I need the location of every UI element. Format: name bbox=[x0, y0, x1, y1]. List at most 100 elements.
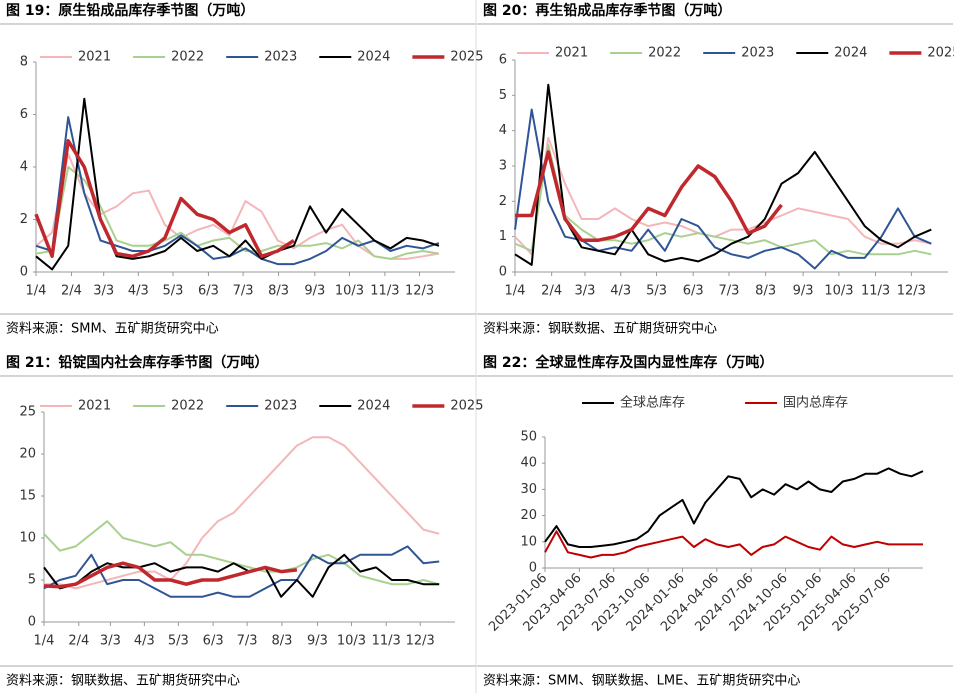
y-tick-label: 20 bbox=[520, 508, 537, 523]
y-tick-label: 2 bbox=[20, 212, 28, 227]
legend-label: 全球总库存 bbox=[620, 395, 685, 411]
x-tick-label: 1/4 bbox=[505, 284, 526, 299]
y-tick-label: 4 bbox=[499, 123, 507, 138]
series-line bbox=[514, 143, 932, 256]
legend-label: 2022 bbox=[648, 46, 681, 61]
chart-title: 图 20：再生铅成品库存季节图（万吨） bbox=[483, 2, 731, 19]
x-tick-label: 4/3 bbox=[134, 634, 155, 649]
y-tick-label: 1 bbox=[499, 229, 507, 244]
y-tick-label: 5 bbox=[28, 573, 36, 588]
x-tick-label: 9/3 bbox=[304, 284, 325, 299]
panel: 图 19：原生铅成品库存季节图（万吨） 资料来源：SMM、五矿期货研究中心 0 2 4 6… bbox=[0, 2, 483, 337]
legend-label: 2025 bbox=[927, 46, 954, 61]
legend-label: 2025 bbox=[450, 50, 483, 65]
legend-label: 2023 bbox=[264, 399, 297, 414]
chart-title: 图 19：原生铅成品库存季节图（万吨） bbox=[6, 2, 254, 19]
x-tick-label: 9/3 bbox=[307, 634, 328, 649]
y-tick-label: 0 bbox=[20, 265, 28, 280]
x-tick-label: 7/3 bbox=[237, 634, 258, 649]
legend-label: 国内总库存 bbox=[783, 395, 848, 411]
x-tick-label: 9/3 bbox=[793, 284, 814, 299]
y-tick-label: 15 bbox=[19, 489, 36, 504]
legend-label: 2021 bbox=[78, 50, 111, 65]
x-tick-label: 3/3 bbox=[574, 284, 595, 299]
y-tick-label: 0 bbox=[499, 265, 507, 280]
x-tick-label: 6/3 bbox=[683, 284, 704, 299]
series-line bbox=[43, 520, 440, 586]
legend-label: 2024 bbox=[357, 50, 390, 65]
y-tick-label: 20 bbox=[19, 447, 36, 462]
x-tick-label: 5/3 bbox=[646, 284, 667, 299]
y-tick-label: 3 bbox=[499, 159, 507, 174]
series-line bbox=[544, 530, 923, 559]
legend-label: 2024 bbox=[357, 399, 390, 414]
legend-label: 2022 bbox=[171, 50, 204, 65]
series-line bbox=[44, 436, 440, 590]
series-line bbox=[35, 166, 440, 260]
x-tick-label: 5/3 bbox=[168, 634, 189, 649]
x-tick-label: 4/3 bbox=[610, 284, 631, 299]
x-tick-label: 5/3 bbox=[163, 284, 184, 299]
x-tick-label: 2/4 bbox=[541, 284, 562, 299]
y-tick-label: 0 bbox=[529, 561, 537, 576]
panel: 图 21：铅锭国内社会库存季节图（万吨） 资料来源：钢联数据、五矿期货研究中心 0 5… bbox=[0, 354, 483, 689]
panel: 图 20：再生铅成品库存季节图（万吨）资料来源：钢联数据、五矿期货研究中心012… bbox=[477, 2, 954, 337]
chart-title: 图 21：铅锭国内社会库存季节图（万吨） bbox=[6, 354, 268, 371]
y-tick-label: 5 bbox=[499, 88, 507, 103]
series-line bbox=[43, 553, 440, 598]
source-note: 资料来源：钢联数据、五矿期货研究中心 bbox=[6, 673, 240, 689]
x-tick-label: 10/3 bbox=[335, 284, 364, 299]
y-tick-label: 4 bbox=[20, 160, 28, 175]
legend-label: 2022 bbox=[171, 399, 204, 414]
y-tick-label: 40 bbox=[520, 456, 537, 471]
x-tick-label: 12/3 bbox=[897, 284, 926, 299]
x-tick-label: 12/3 bbox=[406, 634, 435, 649]
series-line bbox=[35, 116, 440, 266]
legend-label: 2021 bbox=[555, 46, 588, 61]
y-tick-label: 50 bbox=[520, 430, 537, 445]
source-note: 资料来源：SMM、五矿期货研究中心 bbox=[6, 321, 219, 337]
x-tick-label: 10/3 bbox=[824, 284, 853, 299]
x-tick-label: 2/4 bbox=[68, 634, 89, 649]
legend-label: 2023 bbox=[741, 46, 774, 61]
x-tick-label: 12/3 bbox=[405, 284, 434, 299]
legend-label: 2021 bbox=[78, 399, 111, 414]
x-tick-label: 8/3 bbox=[271, 634, 292, 649]
series-line bbox=[34, 139, 295, 259]
x-tick-label: 8/3 bbox=[755, 284, 776, 299]
x-tick-label: 11/3 bbox=[861, 284, 890, 299]
legend-label: 2025 bbox=[450, 399, 483, 414]
x-tick-label: 1/4 bbox=[26, 284, 47, 299]
series-line bbox=[43, 545, 440, 598]
y-tick-label: 8 bbox=[20, 55, 28, 70]
x-tick-label: 6/3 bbox=[203, 634, 224, 649]
y-tick-label: 10 bbox=[19, 531, 36, 546]
series-line bbox=[515, 150, 783, 242]
panel: 图 22：全球显性库存及国内显性库存（万吨） 资料来源：SMM、钢联数据、LME、… bbox=[477, 354, 953, 689]
series-line bbox=[514, 108, 932, 270]
legend-label: 2024 bbox=[834, 46, 867, 61]
x-tick-label: 8/3 bbox=[268, 284, 289, 299]
series-line bbox=[544, 467, 924, 548]
x-tick-label: 11/3 bbox=[372, 634, 401, 649]
y-tick-label: 30 bbox=[520, 482, 537, 497]
series-line bbox=[43, 561, 298, 589]
series-line bbox=[514, 83, 932, 266]
x-tick-label: 2/4 bbox=[61, 284, 82, 299]
source-note: 资料来源：SMM、钢联数据、LME、五矿期货研究中心 bbox=[483, 673, 800, 689]
x-tick-label: 6/3 bbox=[198, 284, 219, 299]
x-tick-label: 10/3 bbox=[337, 634, 366, 649]
x-tick-label: 3/3 bbox=[100, 634, 121, 649]
x-tick-label: 7/3 bbox=[233, 284, 254, 299]
y-tick-label: 6 bbox=[20, 107, 28, 122]
x-tick-label: 11/3 bbox=[370, 284, 399, 299]
x-tick-label: 4/3 bbox=[128, 284, 149, 299]
x-tick-label: 7/3 bbox=[719, 284, 740, 299]
x-tick-label: 1/4 bbox=[34, 634, 55, 649]
source-note: 资料来源：钢联数据、五矿期货研究中心 bbox=[483, 321, 717, 337]
y-tick-label: 0 bbox=[28, 615, 36, 630]
legend-label: 2023 bbox=[264, 50, 297, 65]
x-tick-label: 3/3 bbox=[93, 284, 114, 299]
y-tick-label: 25 bbox=[19, 405, 36, 420]
